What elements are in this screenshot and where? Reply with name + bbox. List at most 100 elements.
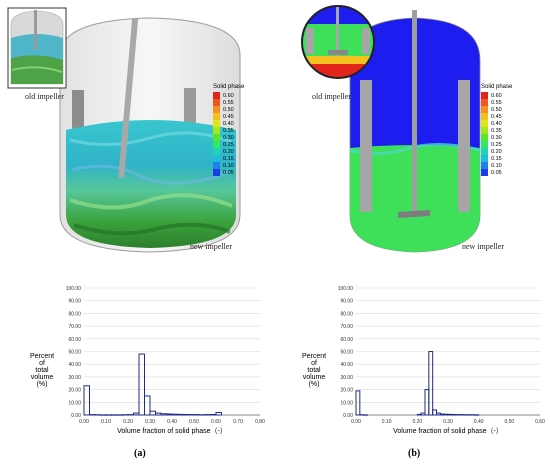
y-axis-label: Percent <box>30 353 54 360</box>
legend-b-swatch <box>481 99 488 106</box>
x-tick-label: 0.10 <box>382 419 392 425</box>
histogram-bar <box>182 413 189 416</box>
legend-b-value: 0.50 <box>491 106 502 113</box>
legend-b-value: 0.05 <box>491 169 502 176</box>
y-tick-label: 70.00 <box>340 324 353 330</box>
legend-a-level-3: 0.45 <box>213 113 265 120</box>
histogram-bar <box>171 413 178 416</box>
histogram-bar <box>443 413 449 416</box>
y-axis-label: total <box>35 367 49 374</box>
histogram-bar <box>155 412 162 416</box>
y-axis-label: Percent <box>302 353 326 360</box>
legend-a-swatch <box>213 155 220 162</box>
histogram-a: 0.00 10.00 20.00 30.00 40.00 50.00 60.00 70.00 8… <box>30 286 265 435</box>
legend-a-swatch <box>213 120 220 127</box>
legend-a-title: Solid phase <box>213 84 245 90</box>
panel-b-render <box>290 0 550 260</box>
legend-b-title: Solid phase <box>481 84 513 90</box>
legend-b-level-7: 0.25 <box>481 141 533 148</box>
legend-b-swatch <box>481 155 488 162</box>
legend-a-level-9: 0.15 <box>213 155 265 162</box>
panel-a-impeller-label: new impeller <box>190 242 232 251</box>
legend-b-level-0: 0.60 <box>481 92 533 99</box>
panel-a-render <box>0 0 275 260</box>
legend-b-swatch <box>481 127 488 134</box>
y-tick-label: 60.00 <box>68 337 81 343</box>
histogram-bar <box>355 390 361 416</box>
legend-b-scale: 0.60 0.55 0.50 0.45 0.40 0.35 0.30 0.25 0.20 0.15… <box>481 92 533 176</box>
x-tick-label: 0.60 <box>535 419 545 425</box>
legend-b-level-1: 0.55 <box>481 99 533 106</box>
legend-a-swatch <box>213 92 220 99</box>
histogram-bar <box>210 413 217 416</box>
y-tick-label: 20.00 <box>68 388 81 394</box>
legend-b-value: 0.25 <box>491 141 502 148</box>
x-tick-label: 0.30 <box>443 419 453 425</box>
legend-a-swatch <box>213 106 220 113</box>
histogram-bar <box>177 413 184 416</box>
legend-b-swatch <box>481 113 488 120</box>
panel-b-impeller-label: new impeller <box>462 242 504 251</box>
panel-a-tank-illustration <box>7 7 241 253</box>
x-tick-label: 0.50 <box>504 419 514 425</box>
legend-b-level-8: 0.20 <box>481 148 533 155</box>
histogram-bar <box>160 413 167 416</box>
legend-a-level-5: 0.35 <box>213 127 265 134</box>
y-tick-label: 60.00 <box>340 337 353 343</box>
histogram-bar <box>215 411 222 416</box>
y-tick-label: 70.00 <box>68 324 81 330</box>
y-axis-label: of <box>311 360 317 367</box>
x-tick-label: 0.60 <box>211 419 221 425</box>
legend-b-level-11: 0.05 <box>481 169 533 176</box>
y-tick-label: 0.00 <box>71 413 81 419</box>
y-axis-label: (%) <box>309 381 320 388</box>
y-tick-label: 80.00 <box>340 311 353 317</box>
legend-a-value: 0.30 <box>223 134 234 141</box>
histogram-bar <box>451 413 457 416</box>
y-tick-label: 30.00 <box>68 375 81 381</box>
legend-a-value: 0.55 <box>223 99 234 106</box>
histogram-bar <box>436 412 441 416</box>
legend-b-swatch <box>481 148 488 155</box>
legend-a-swatch <box>213 127 220 134</box>
legend-b-level-4: 0.40 <box>481 120 533 127</box>
y-tick-label: 100.00 <box>66 286 82 292</box>
histogram-bar <box>138 353 145 416</box>
legend-a-value: 0.15 <box>223 155 234 162</box>
legend-a-value: 0.05 <box>223 169 234 176</box>
y-tick-label: 10.00 <box>68 400 81 406</box>
legend-a-swatch <box>213 148 220 155</box>
x-tick-label: 0.00 <box>351 419 361 425</box>
legend-b-value: 0.30 <box>491 134 502 141</box>
y-axis-label: total <box>307 367 321 374</box>
legend-b-level-10: 0.10 <box>481 162 533 169</box>
legend-b-level-5: 0.35 <box>481 127 533 134</box>
histogram-bar <box>428 351 434 416</box>
histogram-bar <box>133 412 140 416</box>
legend-a-swatch <box>213 113 220 120</box>
y-tick-label: 90.00 <box>68 299 81 305</box>
x-tick-label: 0.80 <box>255 419 265 425</box>
legend-a-level-7: 0.25 <box>213 141 265 148</box>
panel-a-inset-label: old impeller <box>25 92 64 101</box>
x-tick-label: 0.40 <box>167 419 177 425</box>
legend-a-level-1: 0.55 <box>213 99 265 106</box>
legend-a-swatch <box>213 141 220 148</box>
y-tick-label: 30.00 <box>340 375 353 381</box>
histogram-bar <box>447 413 453 416</box>
legend-a-level-0: 0.60 <box>213 92 265 99</box>
y-tick-label: 0.00 <box>343 413 353 419</box>
legend-a-value: 0.45 <box>223 113 234 120</box>
legend-b: Solid phase 0.60 0.55 0.50 0.45 0.40 0.35 0.30… <box>481 84 533 176</box>
legend-a-value: 0.60 <box>223 92 234 99</box>
x-axis-label: Volume fraction of solid phase（-） <box>117 427 227 435</box>
histogram-bar <box>420 412 426 416</box>
x-tick-label: 0.00 <box>79 419 89 425</box>
histogram-bar <box>144 395 151 416</box>
y-tick-label: 80.00 <box>68 311 81 317</box>
legend-b-value: 0.55 <box>491 99 502 106</box>
legend-a-value: 0.35 <box>223 127 234 134</box>
x-tick-label: 0.70 <box>233 419 243 425</box>
legend-a-level-2: 0.50 <box>213 106 265 113</box>
legend-a-level-10: 0.10 <box>213 162 265 169</box>
